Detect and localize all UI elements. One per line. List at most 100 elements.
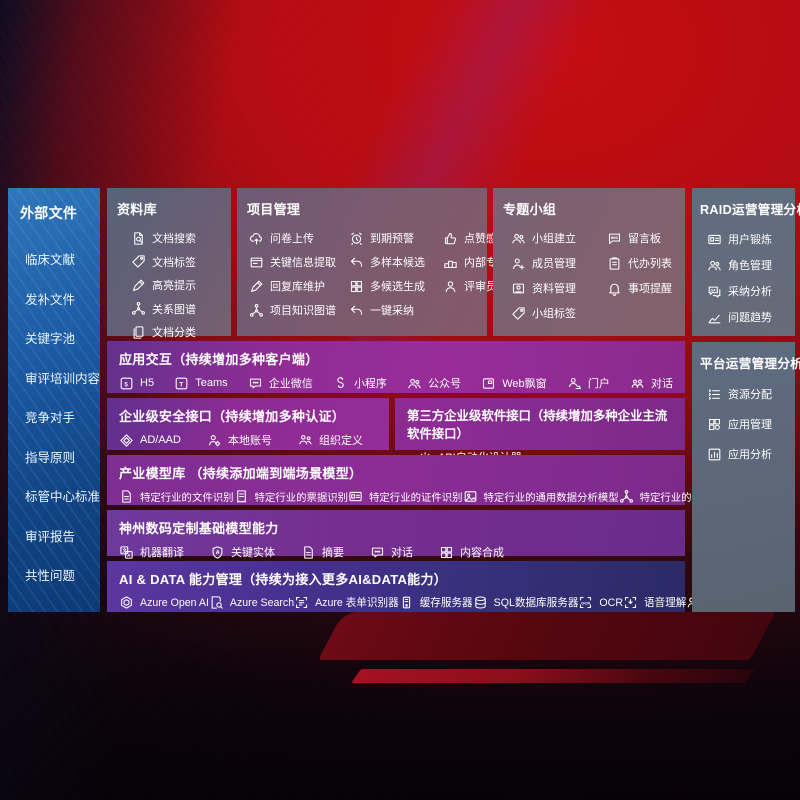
feature-item[interactable]: 成员管理: [511, 255, 603, 271]
sidebar-item[interactable]: 共性问题: [25, 569, 76, 583]
feature-item[interactable]: 摘要: [301, 544, 344, 560]
feature-item[interactable]: 问卷上传: [249, 230, 345, 246]
feature-item[interactable]: Azure Search: [209, 595, 294, 610]
sidebar-item[interactable]: 指导原则: [25, 450, 76, 465]
feature-item[interactable]: 对话: [370, 544, 413, 560]
h5-icon: [119, 376, 134, 391]
feature-item[interactable]: Web飘窗: [481, 375, 547, 391]
feature-item[interactable]: 事项提醒: [607, 280, 675, 296]
feature-item[interactable]: 小程序: [333, 375, 387, 391]
sidebar-item[interactable]: 发补文件: [25, 292, 76, 307]
feature-item[interactable]: 回复库维护: [249, 278, 345, 294]
chat-qa-icon: [707, 284, 722, 299]
deco-red-bar: [351, 669, 651, 683]
feature-item[interactable]: AD/AAD: [119, 433, 181, 448]
feature-item[interactable]: H5: [119, 376, 154, 391]
app-interaction-title: 应用交互（持续增加多种客户端）: [119, 352, 319, 367]
feature-item[interactable]: 应用管理: [707, 416, 787, 432]
sidebar-item[interactable]: 审评培训内容: [25, 371, 101, 386]
feature-item[interactable]: Azure Open AI: [119, 595, 209, 610]
feature-label: 特定行业的通用数据分析模型: [483, 493, 619, 504]
feature-item[interactable]: 项目知识图谱: [249, 302, 345, 318]
feature-label: 关键实体: [231, 547, 275, 559]
feature-item[interactable]: Azure 表单识别器: [294, 595, 399, 610]
center-column: 资料库 文档搜索 文档标签: [107, 188, 775, 612]
feature-label: 对话: [650, 378, 673, 390]
feature-item[interactable]: 到期预警: [349, 230, 439, 246]
feature-item[interactable]: 机器翻译: [119, 544, 184, 560]
feature-item[interactable]: 本地账号: [207, 432, 272, 448]
feature-label: 文档分类: [152, 327, 196, 339]
feature-item[interactable]: SQL数据库服务器: [473, 595, 579, 610]
doc-search-icon: [131, 231, 146, 246]
network-icon: [619, 489, 634, 504]
topic-group-title: 专题小组: [503, 202, 557, 217]
sidebar-item[interactable]: 临床文献: [25, 253, 76, 267]
shield-icon: [210, 545, 225, 560]
feature-item[interactable]: 代办列表: [607, 255, 675, 271]
feature-item[interactable]: 语音理解: [623, 595, 686, 610]
person-icon: [443, 279, 458, 294]
feature-label: 问题趋势: [728, 312, 772, 324]
feature-item[interactable]: 公众号: [407, 375, 461, 391]
architecture-board: 外部文件 临床文献 发补文件 关键字池 审评培训内容 竞争对手 指导原则 标管中心标准 审评报…: [8, 188, 800, 612]
feature-item[interactable]: 小组建立: [511, 230, 603, 246]
alarm-icon: [349, 231, 364, 246]
feature-label: Web飘窗: [502, 378, 547, 390]
feature-item[interactable]: 资料管理: [511, 280, 603, 296]
sql-icon: [473, 595, 488, 610]
sidebar-item[interactable]: 标管中心标准: [25, 490, 101, 504]
idcard-icon: [707, 232, 722, 247]
feature-label: 角色管理: [728, 260, 772, 272]
feature-item[interactable]: 文档搜索: [131, 230, 221, 246]
feature-item[interactable]: 多样本候选: [349, 254, 439, 270]
diamond-icon: [119, 433, 134, 448]
feature-item[interactable]: 企业微信: [248, 375, 313, 391]
feature-item[interactable]: 特定行业的文件识别: [119, 489, 234, 504]
feature-label: 小程序: [353, 378, 387, 390]
feature-item[interactable]: 特定行业的证件识别: [348, 489, 463, 504]
feature-item[interactable]: 留言板: [607, 230, 675, 246]
feature-item[interactable]: 资源分配: [707, 386, 787, 402]
feature-item[interactable]: 特定行业的通用数据分析模型: [463, 489, 619, 504]
tag-icon: [511, 306, 526, 321]
feature-item[interactable]: 角色管理: [707, 257, 787, 273]
feature-item[interactable]: 多候选生成: [349, 278, 439, 294]
speech-icon: [623, 595, 638, 610]
sidebar-item[interactable]: 审评报告: [25, 529, 76, 544]
feature-item[interactable]: 应用分析: [707, 446, 787, 462]
trend-icon: [707, 310, 722, 325]
feature-item[interactable]: 小组标签: [511, 305, 603, 321]
feature-item[interactable]: 内容合成: [439, 544, 504, 560]
feature-item[interactable]: 缓存服务器: [399, 595, 473, 610]
feature-label: 资源分配: [728, 389, 772, 401]
sidebar-item[interactable]: 关键字池: [25, 332, 76, 346]
feature-item[interactable]: 关键信息提取: [249, 254, 345, 270]
sidebar-item[interactable]: 竞争对手: [25, 411, 76, 425]
feature-item[interactable]: 用户锻炼: [707, 231, 787, 247]
feature-label: 内容合成: [460, 547, 504, 559]
feature-item[interactable]: 组织定义: [298, 432, 363, 448]
feature-item[interactable]: 文档分类: [131, 324, 221, 340]
feature-label: SQL数据库服务器: [493, 597, 579, 609]
feature-item[interactable]: Teams: [174, 376, 228, 391]
feature-item[interactable]: 门户: [567, 375, 610, 391]
feature-item[interactable]: 关键实体: [210, 544, 275, 560]
feature-item[interactable]: 采纳分析: [707, 283, 787, 299]
feature-item[interactable]: 高亮提示: [131, 277, 221, 293]
feature-item[interactable]: 对话: [630, 375, 673, 391]
card-icon: [249, 255, 264, 270]
feature-item[interactable]: 特定行业的票据识别: [234, 489, 348, 504]
feature-item[interactable]: 关系图谱: [131, 301, 221, 317]
feature-item[interactable]: 一键采纳: [349, 302, 439, 318]
tag-icon: [131, 254, 146, 269]
base-model-band: 神州数码定制基础模型能力 机器翻译 关键实体: [107, 510, 685, 559]
feature-item[interactable]: OCR: [578, 595, 623, 610]
feature-label: 项目知识图谱: [270, 305, 336, 317]
feature-label: 本地账号: [227, 435, 272, 447]
feature-item[interactable]: 问题趋势: [707, 309, 787, 325]
pencil-icon: [249, 279, 264, 294]
openai-icon: [119, 595, 134, 610]
feature-item[interactable]: 文档标签: [131, 254, 221, 270]
